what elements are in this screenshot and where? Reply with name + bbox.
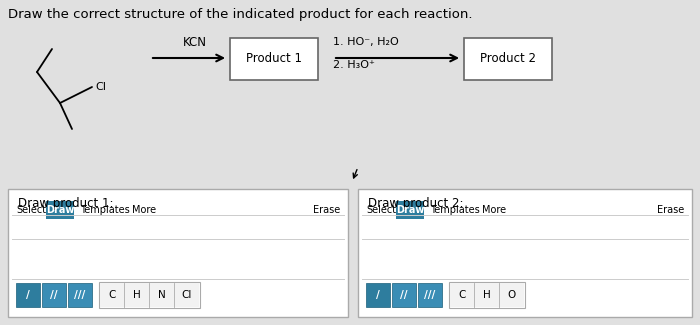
Text: CI: CI <box>95 82 106 92</box>
Bar <box>230 38 318 80</box>
Bar <box>449 282 525 308</box>
Bar <box>175 283 199 307</box>
Text: C: C <box>108 290 116 300</box>
Bar <box>42 283 66 307</box>
Bar <box>150 283 174 307</box>
Bar <box>125 283 149 307</box>
Text: Templates: Templates <box>430 205 480 215</box>
Text: //: // <box>50 290 57 300</box>
Text: Product 1: Product 1 <box>246 53 302 66</box>
Text: H: H <box>133 290 141 300</box>
Bar <box>100 283 124 307</box>
Bar <box>16 283 40 307</box>
Text: H: H <box>483 290 491 300</box>
Bar <box>464 38 552 80</box>
Text: More: More <box>132 205 156 215</box>
Bar <box>68 283 92 307</box>
Text: Erase: Erase <box>313 205 340 215</box>
Text: Erase: Erase <box>657 205 684 215</box>
Text: Draw the correct structure of the indicated product for each reaction.: Draw the correct structure of the indica… <box>8 8 472 21</box>
Text: Product 2: Product 2 <box>480 53 536 66</box>
Bar <box>450 283 474 307</box>
Text: Templates: Templates <box>80 205 130 215</box>
Text: /: / <box>26 290 30 300</box>
Text: Cl: Cl <box>182 290 192 300</box>
Text: O: O <box>508 290 516 300</box>
Bar <box>392 283 416 307</box>
Bar <box>396 201 424 219</box>
Text: 1. HO⁻, H₂O: 1. HO⁻, H₂O <box>333 37 399 47</box>
Bar <box>366 283 390 307</box>
Bar <box>500 283 524 307</box>
Text: C: C <box>458 290 466 300</box>
Text: ///: /// <box>424 290 435 300</box>
Text: More: More <box>482 205 506 215</box>
Text: KCN: KCN <box>183 35 207 48</box>
Text: N: N <box>158 290 166 300</box>
Text: //: // <box>400 290 407 300</box>
Text: Draw: Draw <box>46 205 74 215</box>
Text: Draw: Draw <box>395 205 424 215</box>
Text: Draw product 1:: Draw product 1: <box>18 197 113 210</box>
Text: Select: Select <box>16 205 46 215</box>
Bar <box>358 189 692 317</box>
Bar <box>46 201 74 219</box>
Bar <box>8 189 348 317</box>
Text: 2. H₃O⁺: 2. H₃O⁺ <box>333 60 375 70</box>
Text: Draw product 2:: Draw product 2: <box>368 197 463 210</box>
Text: Select: Select <box>366 205 396 215</box>
Bar <box>475 283 499 307</box>
Text: ///: /// <box>74 290 85 300</box>
Bar <box>99 282 200 308</box>
Text: /: / <box>376 290 380 300</box>
Bar <box>418 283 442 307</box>
